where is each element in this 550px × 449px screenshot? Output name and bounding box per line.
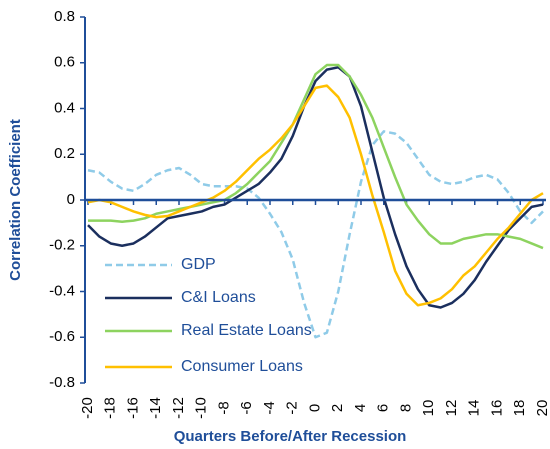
y-tick-label: -0.6 [49,328,75,345]
x-tick-label: -18 [102,397,119,419]
x-tick-label: 10 [420,400,437,417]
x-tick-label: 4 [352,404,369,412]
x-tick-label: -4 [261,401,278,414]
line-series [87,66,544,309]
x-axis-title: Quarters Before/After Recession [174,428,407,445]
y-tick-label: 0.6 [54,54,75,71]
legend-label: GDP [181,256,216,273]
x-tick-label: 2 [329,404,346,412]
legend-label: Real Estate Loans [181,322,312,339]
x-tick-label: 12 [443,400,460,417]
y-tick-label: 0 [67,191,75,208]
y-axis-title: Correlation Coefficient [7,119,24,281]
x-tick-label: 6 [375,404,392,412]
y-tick-label: -0.4 [49,282,75,299]
line-series [87,84,544,307]
x-tick-label: 16 [488,400,505,417]
x-tick-label: -6 [238,401,255,414]
x-tick-label: 14 [466,400,483,417]
x-tick-label: 18 [511,400,528,417]
legend-label: C&I Loans [181,289,256,306]
x-tick-label: -20 [79,397,96,419]
y-tick-label: 0.2 [54,145,75,162]
x-tick-label: 8 [397,404,414,412]
x-tick-label: -10 [193,397,210,419]
x-tick-label: 0 [306,404,323,412]
line-series [88,63,544,250]
line-series [87,130,544,339]
legend-label: Consumer Loans [181,358,303,375]
x-tick-label: -12 [170,397,187,419]
y-tick-label: 0.4 [54,99,75,116]
x-tick-label: 20 [534,400,550,417]
x-tick-label: -2 [284,401,301,414]
y-tick-label: 0.8 [54,8,75,25]
x-tick-label: -16 [124,397,141,419]
x-tick-label: -14 [147,397,164,419]
x-tick-label: -8 [215,401,232,414]
y-tick-label: -0.8 [49,374,75,391]
y-tick-label: -0.2 [49,237,75,254]
